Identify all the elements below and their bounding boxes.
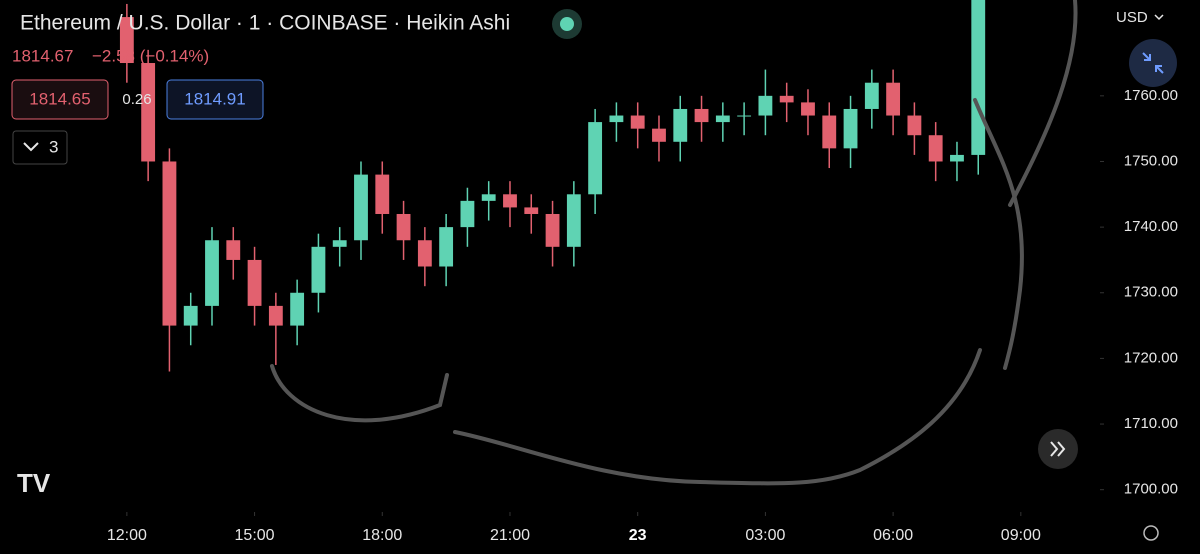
- candle-body: [119, 17, 134, 64]
- candle-body: [375, 174, 390, 214]
- collapse-button[interactable]: [1129, 39, 1177, 87]
- x-tick-label: 18:00: [362, 527, 402, 544]
- candle-body: [673, 108, 688, 142]
- price-change: −2.58 (−0.14%): [92, 46, 209, 65]
- candle-body: [162, 161, 177, 326]
- x-tick-label: 06:00: [873, 527, 913, 544]
- y-tick-label: 1720.00: [1124, 349, 1178, 366]
- drawn-curve: [453, 348, 982, 486]
- candle-body: [715, 115, 730, 123]
- x-tick-label: 15:00: [235, 527, 275, 544]
- chevron-icon: [23, 142, 39, 152]
- candle-body: [779, 95, 794, 103]
- y-tick-label: 1710.00: [1124, 415, 1178, 432]
- y-tick-label: 1700.00: [1124, 481, 1178, 498]
- candle-body: [566, 194, 581, 247]
- candle-body: [396, 213, 411, 241]
- candle-body: [141, 63, 156, 162]
- candle-body: [524, 207, 539, 214]
- candle-body: [354, 174, 368, 241]
- y-tick-label: 1750.00: [1124, 152, 1178, 169]
- buy-button[interactable]: [166, 79, 264, 120]
- bid-price: 1814.65: [29, 89, 90, 108]
- x-tick-label: 21:00: [490, 527, 530, 544]
- candle-body: [694, 108, 709, 123]
- candle-body: [268, 305, 283, 326]
- candle-body: [864, 82, 879, 109]
- y-tick-label: 1740.00: [1124, 218, 1178, 235]
- candle-body: [545, 213, 560, 247]
- x-tick-label: 23: [629, 527, 647, 544]
- drawing: [270, 0, 1078, 486]
- drawn-curve: [973, 98, 1024, 370]
- x-tick-label: 09:00: [1001, 527, 1041, 544]
- collapse-icon: [1142, 52, 1164, 74]
- last-price: 1814.67: [12, 46, 73, 65]
- logo: TV: [17, 468, 51, 498]
- candle-body: [801, 102, 815, 116]
- candle-body: [205, 240, 219, 306]
- candle-body: [950, 154, 964, 162]
- candle-body: [630, 115, 645, 129]
- candle-body: [652, 128, 666, 142]
- candle-body: [609, 115, 624, 123]
- indicators-toggle[interactable]: [12, 130, 68, 165]
- ask-price: 1814.91: [184, 89, 245, 108]
- sell-button[interactable]: [11, 79, 109, 120]
- drawn-curve: [1008, 0, 1078, 207]
- indicators-count: 3: [49, 137, 58, 156]
- candle-body: [822, 115, 837, 149]
- scroll-icon: [1050, 441, 1066, 457]
- candle-body: [971, 0, 986, 155]
- chevron-icon: [1154, 14, 1164, 21]
- candle-body: [886, 82, 901, 116]
- y-tick-label: 1760.00: [1124, 87, 1178, 104]
- y-tick-label: 1730.00: [1124, 284, 1178, 301]
- candle-body: [588, 122, 603, 195]
- candle-body: [460, 200, 475, 228]
- spread: 0.26: [122, 91, 151, 108]
- candle-body: [226, 240, 241, 260]
- x-tick-label: 12:00: [107, 527, 147, 544]
- candle-body: [907, 115, 922, 136]
- candle-body: [758, 95, 773, 116]
- candle-body: [737, 115, 752, 117]
- candle-body: [417, 240, 432, 267]
- candle-body: [290, 292, 305, 326]
- currency-selector[interactable]: USD: [1116, 9, 1148, 26]
- candle-body: [503, 194, 517, 208]
- candle-body: [439, 227, 454, 267]
- candle-body: [481, 194, 496, 201]
- candle-body: [928, 135, 943, 162]
- candle-body: [311, 246, 326, 293]
- plot-area: [119, 0, 986, 372]
- symbol-title: Ethereum / U.S. Dollar · 1 · COINBASE · …: [20, 12, 510, 35]
- candle-body: [843, 108, 858, 149]
- candle-body: [332, 240, 347, 247]
- x-tick-label: 03:00: [745, 527, 785, 544]
- drawn-curve: [270, 364, 449, 423]
- settings-icon[interactable]: [1143, 525, 1159, 541]
- status-dot: [560, 17, 574, 31]
- candle-body: [247, 259, 262, 306]
- candle-body: [183, 305, 198, 326]
